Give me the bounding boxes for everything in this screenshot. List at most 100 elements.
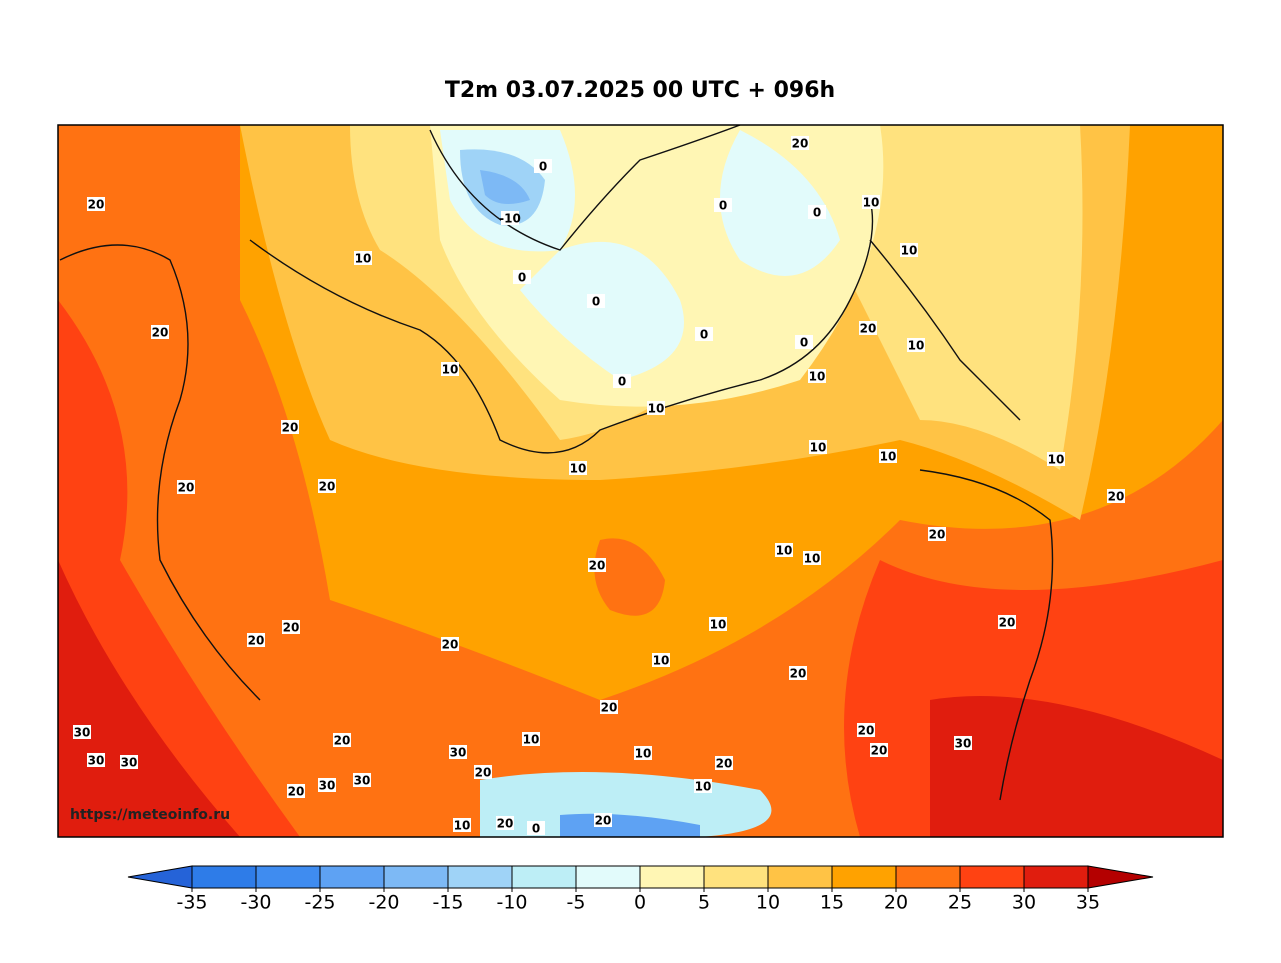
contour-label: 10 [634, 746, 652, 761]
contour-label-bg [587, 294, 605, 308]
contour-label-bg [928, 527, 946, 541]
contour-label: 10 [569, 461, 587, 476]
contour-label: 20 [87, 197, 105, 212]
contour-label-text: 20 [716, 757, 733, 771]
contour-label-text: 20 [319, 480, 336, 494]
contour-label-text: 20 [442, 638, 459, 652]
colorbar-segment [319, 865, 385, 889]
contour-label-text: 10 [880, 450, 897, 464]
contour-label-text: 30 [88, 754, 105, 768]
contour-label-bg [287, 784, 305, 798]
map-field [58, 125, 1223, 837]
contour-label-text: 30 [955, 737, 972, 751]
contour-label: 20 [715, 756, 733, 771]
contour-label: 30 [318, 778, 336, 793]
contour-label: 10 [1047, 452, 1065, 467]
contour-label: 10 [862, 195, 880, 210]
contour-label: 20 [318, 479, 336, 494]
contour-label-bg [714, 198, 732, 212]
contour-label-bg [318, 778, 336, 792]
contour-label-text: 20 [88, 198, 105, 212]
contour-label-bg [282, 620, 300, 634]
contour-label: 30 [353, 773, 371, 788]
contour-label: 0 [613, 374, 631, 389]
contour-label: 10 [522, 732, 540, 747]
contour-label-bg [803, 551, 821, 565]
contour-label-bg [534, 159, 552, 173]
contour-label: 10 [453, 818, 471, 833]
contour-label-text: 10 [523, 733, 540, 747]
colorbar-segment [703, 865, 769, 889]
contour-label-bg [634, 746, 652, 760]
contour-label: 10 [809, 440, 827, 455]
contour-label-bg [879, 449, 897, 463]
contour-label-bg [449, 745, 467, 759]
colorbar-tick-label: -5 [567, 892, 586, 914]
colorbar-segment [767, 865, 833, 889]
contour-label: 20 [588, 558, 606, 573]
contour-label: 10 [709, 617, 727, 632]
contour-label-bg [501, 211, 519, 225]
contour-label-text: 10 [710, 618, 727, 632]
contour-label: 10 [354, 251, 372, 266]
contour-label-bg [900, 243, 918, 257]
contour-label-text: 20 [999, 616, 1016, 630]
contour-label-text: 10 [804, 552, 821, 566]
colorbar-tick-label: 5 [698, 892, 710, 914]
contour-label-text: 30 [354, 774, 371, 788]
contour-label: 20 [333, 733, 351, 748]
contour-label: 0 [527, 821, 545, 836]
contour-label-bg [789, 666, 807, 680]
contour-label: 20 [441, 637, 459, 652]
contour-label-bg [998, 615, 1016, 629]
contour-label: 0 [534, 159, 552, 174]
contour-label-bg [120, 755, 138, 769]
contour-label-bg [569, 461, 587, 475]
contour-label-text: -10 [499, 212, 521, 226]
contour-label-bg [87, 197, 105, 211]
contour-label-text: 30 [450, 746, 467, 760]
contour-label: 0 [795, 335, 813, 350]
contour-label-text: 10 [454, 819, 471, 833]
contour-label-text: 20 [282, 421, 299, 435]
contour-label-text: 10 [695, 780, 712, 794]
contour-label: 10 [647, 401, 665, 416]
colorbar-tick-label: -35 [176, 892, 207, 914]
contour-label-bg [859, 321, 877, 335]
contour-label-text: 0 [700, 328, 708, 342]
contour-label-text: 20 [790, 667, 807, 681]
contour-label-text: 10 [810, 441, 827, 455]
colorbar-segment [895, 865, 961, 889]
contour-label-text: 10 [809, 370, 826, 384]
contour-label-text: 20 [871, 744, 888, 758]
contour-label-text: 20 [283, 621, 300, 635]
contour-label-bg [695, 327, 713, 341]
contour-label-bg [694, 779, 712, 793]
title: T2m 03.07.2025 00 UTC + 096h [445, 78, 835, 103]
contour-label-text: 20 [589, 559, 606, 573]
contour-label-text: 20 [601, 701, 618, 715]
contour-label-bg [775, 543, 793, 557]
contour-label: 10 [900, 243, 918, 258]
contour-label: 20 [287, 784, 305, 799]
contour-label-bg [809, 440, 827, 454]
colorbar-tick-label: -25 [304, 892, 335, 914]
colorbar-extend-low [127, 865, 193, 889]
contour-label-bg [795, 335, 813, 349]
contour-label: 0 [513, 270, 531, 285]
contour-label-text: 10 [1048, 453, 1065, 467]
colorbar-tick-label: 35 [1076, 892, 1100, 914]
contour-label-bg [870, 743, 888, 757]
contour-label: 20 [496, 816, 514, 831]
contour-label: 10 [441, 362, 459, 377]
colorbar-tick-label: 25 [948, 892, 972, 914]
contour-label-bg [474, 765, 492, 779]
contour-label-text: 10 [442, 363, 459, 377]
contour-label: 0 [714, 198, 732, 213]
contour-label-text: 0 [592, 295, 600, 309]
contour-label-bg [808, 205, 826, 219]
contour-label-bg [247, 633, 265, 647]
contour-label-text: 20 [1108, 490, 1125, 504]
contour-label-bg [354, 251, 372, 265]
